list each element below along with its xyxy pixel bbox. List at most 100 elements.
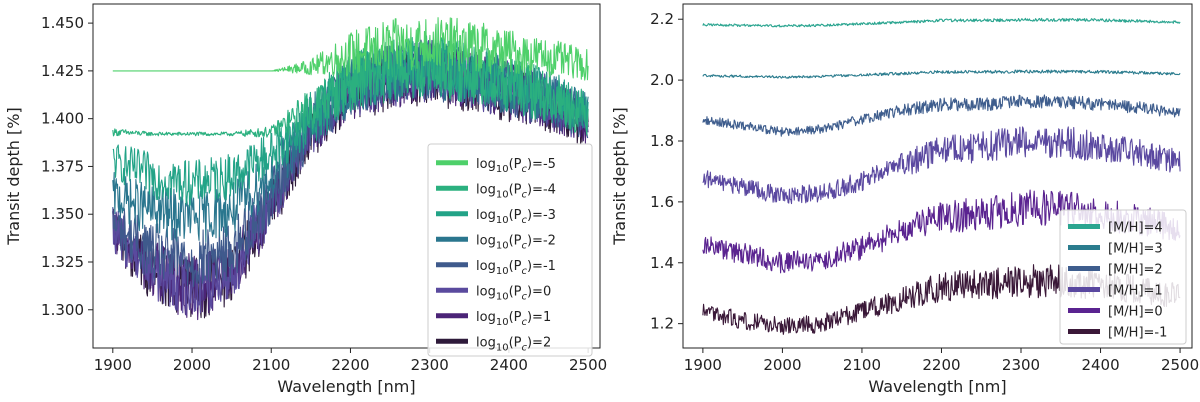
legend-label-part: 10 (496, 164, 509, 175)
legend-label-part: (P (509, 182, 522, 197)
series-line (702, 17, 1181, 28)
legend-box (427, 143, 593, 357)
y-tick-label: 2.2 (650, 10, 674, 28)
legend-label-part: 10 (496, 291, 509, 302)
x-tick-label: 2200 (922, 356, 960, 374)
legend-label-part: 10 (496, 317, 509, 328)
legend-label-part: (P (509, 284, 522, 299)
legend-label-part: 10 (496, 215, 509, 226)
plot-area (702, 17, 1181, 335)
y-tick-label: 1.425 (41, 62, 84, 80)
legend-label: log10(Pc)=0 (476, 284, 551, 302)
legend-label: log10(Pc)=-2 (476, 233, 556, 251)
y-tick-label: 1.300 (41, 301, 84, 319)
plot-area (112, 17, 589, 321)
y-tick-label: 1.4 (650, 254, 674, 272)
legend-label: log10(Pc)=-4 (476, 182, 556, 200)
y-tick-label: 2.0 (650, 71, 674, 89)
axes-frame (682, 3, 1193, 349)
legend-label: log10(Pc)=2 (476, 335, 551, 353)
legend-label-part: log (476, 284, 496, 299)
series-line (702, 69, 1181, 79)
legend-label-part: 10 (496, 342, 509, 353)
legend-label-part: c (521, 164, 527, 175)
y-tick-label: 1.375 (41, 157, 84, 175)
legend-label: log10(Pc)=-5 (476, 157, 556, 175)
legend: log10(Pc)=-5log10(Pc)=-4log10(Pc)=-3log1… (427, 143, 593, 357)
legend-label: log10(Pc)=1 (476, 310, 551, 328)
y-tick-label: 1.350 (41, 205, 84, 223)
x-tick-label: 1900 (684, 356, 722, 374)
legend-label-part: log (476, 310, 496, 325)
x-tick-label: 2000 (173, 356, 211, 374)
legend-label-part: 10 (496, 189, 509, 200)
legend-label-part: c (521, 215, 527, 226)
series-line (702, 94, 1181, 137)
legend-label-part: (P (509, 208, 522, 223)
x-tick-label: 2100 (843, 356, 881, 374)
x-tick-label: 2400 (490, 356, 528, 374)
legend-label: log10(Pc)=-3 (476, 208, 556, 226)
legend-label-part: )=-3 (527, 208, 556, 223)
legend-label-part: log (476, 259, 496, 274)
series-line (112, 17, 589, 81)
legend-label-part: c (521, 342, 527, 353)
legend-label-part: c (521, 189, 527, 200)
x-tick-label: 1900 (94, 356, 132, 374)
legend-label: [M/H]=-1 (1108, 326, 1167, 341)
legend-label: [M/H]=0 (1108, 305, 1163, 320)
y-tick-label: 1.8 (650, 132, 674, 150)
x-tick-label: 2500 (569, 356, 607, 374)
x-tick-label: 2300 (411, 356, 449, 374)
y-tick-label: 1.400 (41, 110, 84, 128)
right-panel: 1900 2000 2100 2200 2300 2400 2500 1.2 1.4 1.6 1.8… (610, 3, 1199, 396)
legend-label-part: c (521, 240, 527, 251)
legend-label: [M/H]=2 (1108, 263, 1163, 278)
legend-label-part: 10 (496, 240, 509, 251)
legend-label-part: (P (509, 259, 522, 274)
x-tick-label: 2400 (1081, 356, 1119, 374)
legend-label-part: log (476, 182, 496, 197)
legend-label-part: (P (509, 335, 522, 350)
x-tick-label: 2500 (1161, 356, 1199, 374)
y-tick-label: 1.450 (41, 14, 84, 32)
series-line (112, 35, 589, 138)
legend-label-part: log (476, 335, 496, 350)
y-axis-label: Transit depth [%] (4, 107, 23, 245)
x-tick-label: 2300 (1002, 356, 1040, 374)
x-axis-label: Wavelength [nm] (868, 377, 1006, 396)
legend-label: [M/H]=1 (1108, 284, 1163, 299)
x-tick-label: 2100 (252, 356, 290, 374)
legend-label: [M/H]=4 (1108, 221, 1163, 236)
legend-label-part: log (476, 208, 496, 223)
legend-label-part: )=0 (527, 284, 551, 299)
legend: [M/H]=4 [M/H]=3 [M/H]=2 [M/H]=1 [M/H]=0 [M/H]… (1059, 209, 1187, 345)
legend-label-part: c (521, 266, 527, 277)
left-panel: 1900 2000 2100 2200 2300 2400 2500 1.300 1.325 1.… (4, 3, 607, 396)
series-line (702, 126, 1181, 205)
legend-label-part: c (521, 291, 527, 302)
y-tick-label: 1.2 (650, 315, 674, 333)
legend-label-part: 10 (496, 266, 509, 277)
x-tick-label: 2000 (763, 356, 801, 374)
legend-label-part: log (476, 157, 496, 172)
legend-label-part: )=2 (527, 335, 551, 350)
y-tick-label: 1.6 (650, 193, 674, 211)
axes-frame (92, 3, 601, 349)
legend-label: [M/H]=3 (1108, 242, 1163, 257)
legend-label-part: (P (509, 157, 522, 172)
legend-label-part: )=-1 (527, 259, 556, 274)
legend-label-part: )=-2 (527, 233, 556, 248)
legend-label-part: (P (509, 310, 522, 325)
legend-label: log10(Pc)=-1 (476, 259, 556, 277)
legend-label-part: (P (509, 233, 522, 248)
legend-label-part: log (476, 233, 496, 248)
x-axis-label: Wavelength [nm] (277, 377, 415, 396)
x-tick-label: 2200 (331, 356, 369, 374)
legend-label-part: c (521, 317, 527, 328)
legend-label-part: )=-4 (527, 182, 556, 197)
y-tick-label: 1.325 (41, 253, 84, 271)
legend-label-part: )=1 (527, 310, 551, 325)
legend-label-part: )=-5 (527, 157, 556, 172)
